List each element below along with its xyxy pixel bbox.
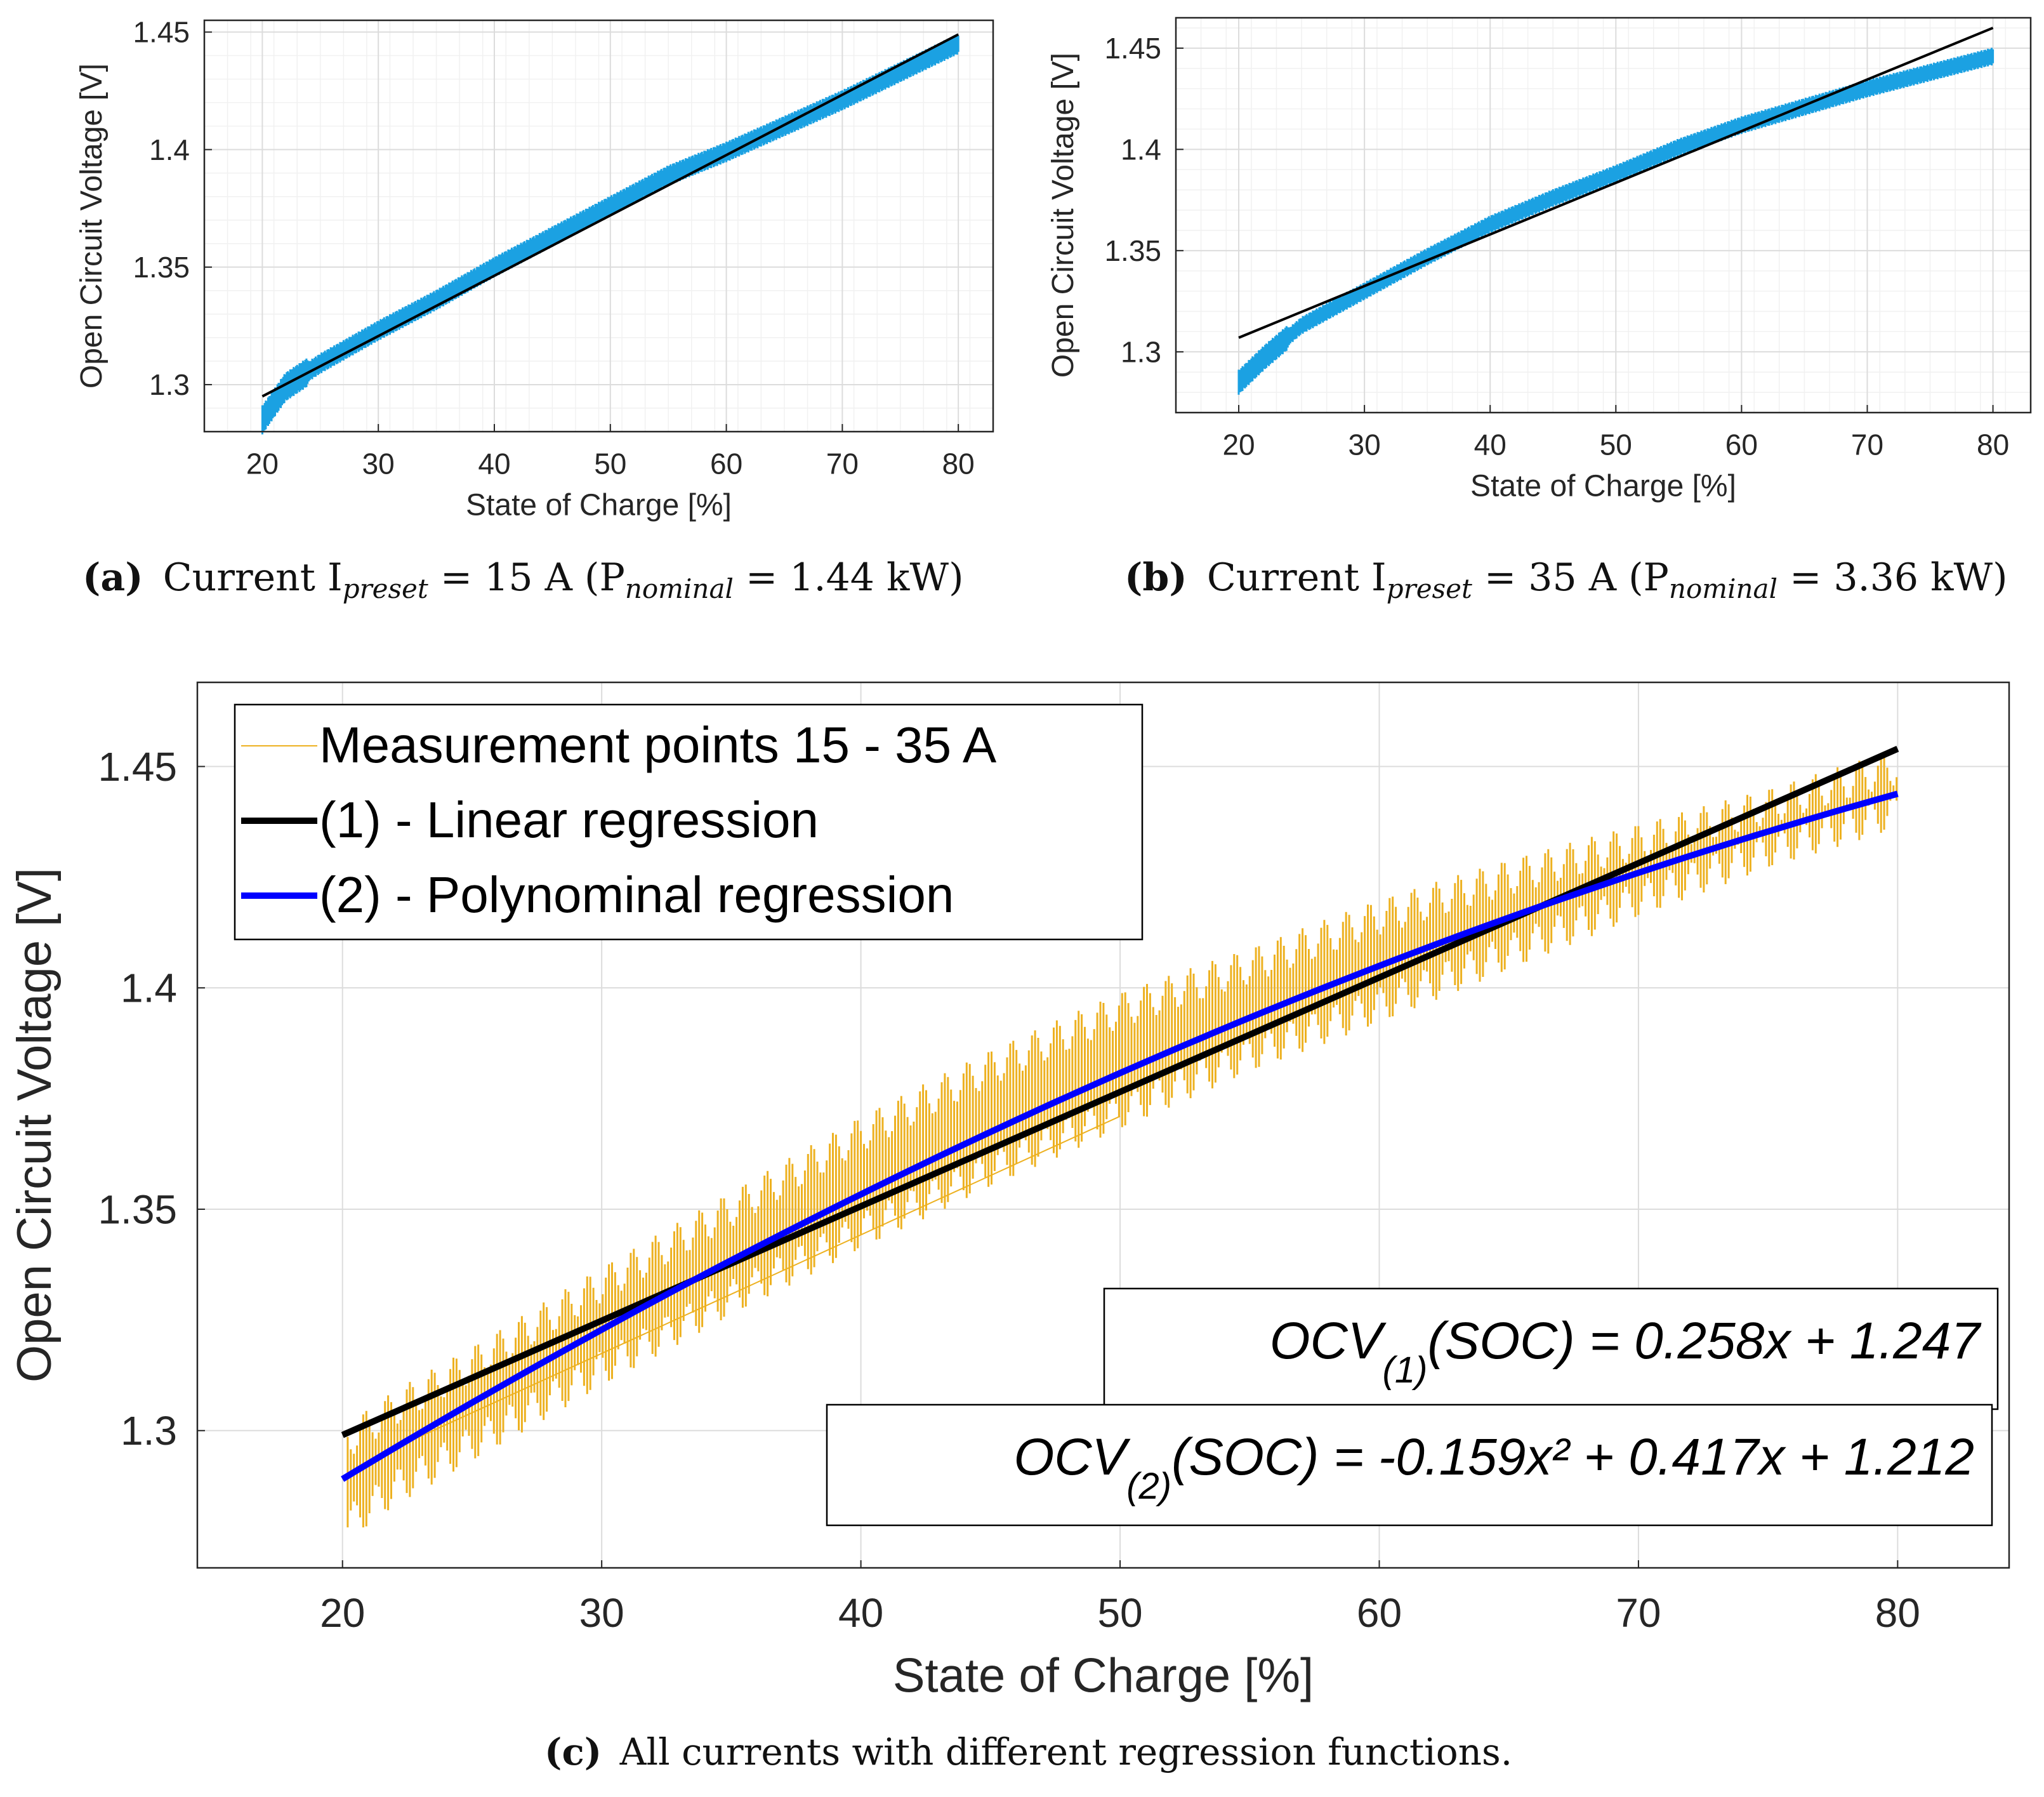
caption-b-label: (b): [1124, 555, 1187, 600]
caption-c: (c) All currents with different regressi…: [544, 1730, 1512, 1774]
x-axis-label: State of Charge [%]: [466, 489, 732, 522]
y-tick-label: 1.3: [121, 1408, 177, 1454]
y-tick-label: 1.4: [149, 133, 190, 166]
caption-b-text: Current I: [1207, 555, 1387, 600]
y-tick-label: 1.35: [1104, 234, 1161, 267]
y-tick-label: 1.35: [133, 251, 190, 284]
x-tick-label: 70: [1616, 1590, 1661, 1636]
y-axis-label: Open Circuit Voltage [V]: [8, 868, 62, 1383]
caption-a-sub2: nominal: [625, 573, 734, 604]
x-tick-label: 60: [1725, 428, 1758, 461]
equation-box: [826, 1403, 1993, 1527]
chart-c: 20 30 40 50 60 70 80 1.3 1.35 1.4 1.45 State of Cha…: [8, 681, 2010, 1702]
legend-box: [234, 703, 1144, 941]
x-tick-label: 80: [942, 448, 975, 481]
x-tick-label: 60: [710, 448, 742, 481]
legend-entry: Measurement points 15 - 35 A: [319, 717, 997, 773]
caption-b-sub1: preset: [1387, 573, 1472, 604]
x-tick-label: 40: [1474, 428, 1507, 461]
linear-regression-line: [1238, 27, 1994, 339]
y-tick-label: 1.45: [133, 16, 190, 49]
equation-body: (SOC) = 0.258x + 1.247: [1427, 1312, 1982, 1370]
equation-box: [1103, 1287, 1999, 1410]
caption-a: (a) Current Ipreset = 15 A (Pnominal = 1…: [82, 555, 963, 604]
y-tick-label: 1.3: [149, 368, 190, 401]
caption-a-text: Current I: [163, 555, 343, 600]
equation-prefix: OCV: [1270, 1312, 1387, 1370]
y-axis-label: Open Circuit Voltage [V]: [1046, 53, 1080, 378]
x-tick-label: 70: [826, 448, 859, 481]
y-tick-label: 1.3: [1121, 335, 1161, 368]
x-tick-label: 20: [1222, 428, 1255, 461]
chart-b: 20 30 40 50 60 70 80 1.3 1.35 1.4 1.45 State of Cha…: [1046, 17, 2032, 503]
equation-subscript: (1): [1383, 1349, 1428, 1391]
y-axis-label: Open Circuit Voltage [V]: [75, 63, 109, 388]
x-tick-label: 20: [246, 448, 279, 481]
x-tick-label: 40: [838, 1590, 883, 1636]
x-tick-label: 70: [1851, 428, 1883, 461]
x-tick-label: 30: [362, 448, 395, 481]
caption-b-mid: = 35 A (P: [1472, 555, 1669, 600]
y-tick-label: 1.4: [121, 965, 177, 1011]
caption-a-post: = 1.44 kW): [734, 555, 964, 600]
axes-frame: [196, 681, 2010, 1569]
axes-frame: [203, 19, 994, 433]
x-tick-label: 80: [1977, 428, 2009, 461]
legend-entry: (2) - Polynominal regression: [319, 866, 954, 923]
caption-c-text: All currents with different regression f…: [619, 1730, 1513, 1774]
measurement-band: [261, 34, 959, 435]
caption-b-post: = 3.36 kW): [1777, 555, 2008, 600]
linear-regression-line: [261, 33, 959, 398]
chart-a: 20 30 40 50 60 70 80 1.3 1.35 1.4 1.45 State of Cha…: [75, 16, 994, 522]
equation-text: OCV(1)(SOC) = 0.258x + 1.247: [1270, 1312, 1982, 1391]
y-tick-label: 1.4: [1121, 133, 1161, 166]
x-tick-label: 80: [1875, 1590, 1920, 1636]
axes-frame: [1175, 17, 2032, 414]
x-axis-label: State of Charge [%]: [893, 1648, 1314, 1702]
x-tick-label: 50: [1600, 428, 1632, 461]
x-tick-label: 50: [1097, 1590, 1142, 1636]
measurement-outlier: [393, 1115, 1121, 1449]
x-tick-label: 30: [579, 1590, 624, 1636]
equation-prefix: OCV: [1014, 1428, 1131, 1486]
caption-a-mid: = 15 A (P: [428, 555, 625, 600]
x-tick-label: 40: [478, 448, 510, 481]
x-tick-label: 30: [1348, 428, 1381, 461]
y-tick-label: 1.35: [98, 1186, 177, 1232]
y-tick-label: 1.45: [1104, 32, 1161, 65]
x-tick-label: 20: [320, 1590, 365, 1636]
y-tick-label: 1.45: [98, 744, 177, 790]
caption-b-sub2: nominal: [1669, 573, 1777, 604]
linear-regression-line: [341, 746, 1899, 1438]
caption-a-sub1: preset: [343, 573, 428, 604]
caption-b: (b) Current Ipreset = 35 A (Pnominal = 3…: [1124, 555, 2008, 604]
polynomial-regression-curve: [341, 790, 1899, 1482]
x-tick-label: 50: [594, 448, 626, 481]
legend-entry: (1) - Linear regression: [319, 792, 819, 848]
caption-a-label: (a): [82, 555, 143, 600]
caption-c-label: (c): [544, 1730, 602, 1774]
equation-text: OCV(2)(SOC) = -0.159x² + 0.417x + 1.212: [1014, 1428, 1974, 1507]
equation-body: (SOC) = -0.159x² + 0.417x + 1.212: [1171, 1428, 1974, 1486]
x-tick-label: 60: [1357, 1590, 1402, 1636]
x-axis-label: State of Charge [%]: [1470, 470, 1736, 503]
equation-subscript: (2): [1126, 1466, 1171, 1507]
